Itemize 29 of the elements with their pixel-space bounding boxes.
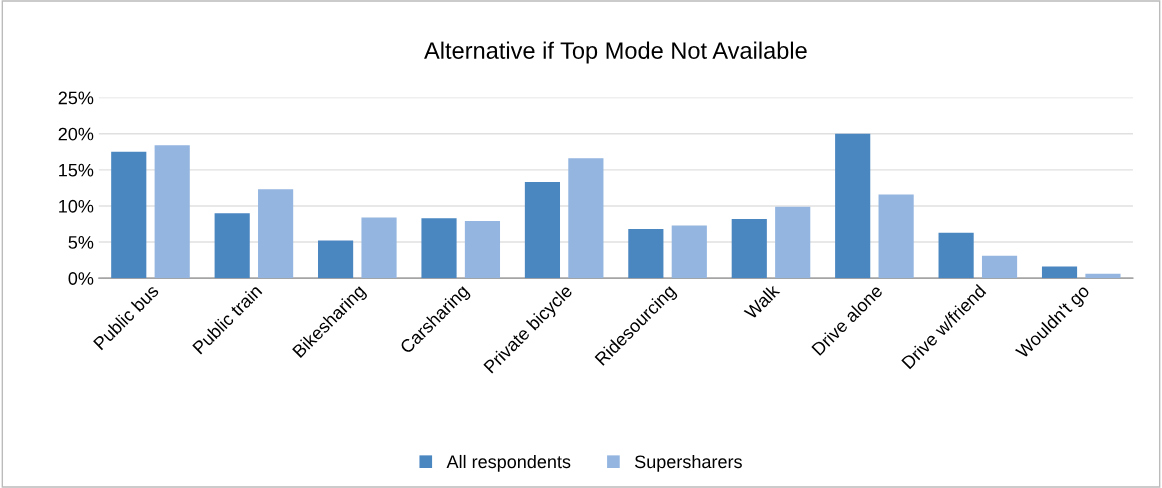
bar xyxy=(671,225,707,279)
bar xyxy=(154,145,190,279)
bar xyxy=(731,218,767,279)
bar xyxy=(258,189,294,279)
bar xyxy=(568,158,604,279)
bar xyxy=(361,217,397,279)
y-tick-label: 15% xyxy=(59,163,94,177)
bar xyxy=(318,240,354,279)
y-tick-label: 25% xyxy=(58,91,94,105)
bar xyxy=(628,229,664,279)
legend-label: All respondents xyxy=(446,454,571,472)
bar xyxy=(981,255,1018,279)
bar xyxy=(835,133,871,279)
bar xyxy=(421,218,457,279)
bar xyxy=(464,221,501,279)
bar xyxy=(214,213,250,279)
y-tick-label: 20% xyxy=(58,127,94,141)
bar xyxy=(111,151,147,279)
bar xyxy=(524,182,561,279)
chart-title: Alternative if Top Mode Not Available xyxy=(424,41,807,64)
bar xyxy=(1085,273,1121,279)
y-tick-label: 5% xyxy=(68,236,94,249)
bar xyxy=(938,232,974,279)
y-tick-label: 10% xyxy=(59,199,94,213)
bar xyxy=(775,206,811,279)
y-tick-label: 0% xyxy=(68,272,94,285)
legend-label: Supersharers xyxy=(635,454,742,472)
bar xyxy=(878,194,914,279)
bar xyxy=(1041,266,1078,279)
